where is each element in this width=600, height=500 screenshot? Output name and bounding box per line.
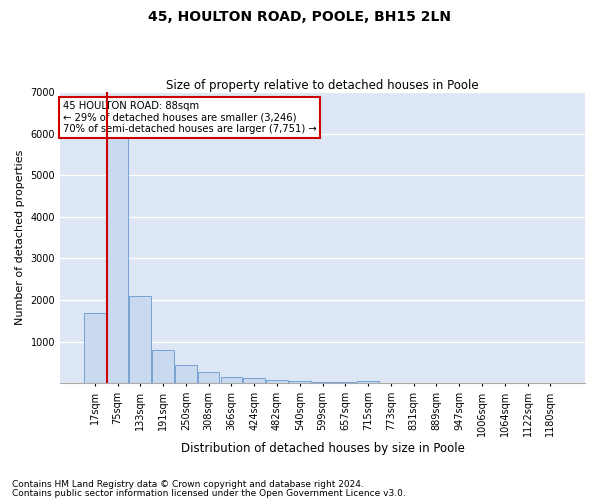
Text: Contains HM Land Registry data © Crown copyright and database right 2024.: Contains HM Land Registry data © Crown c…: [12, 480, 364, 489]
Title: Size of property relative to detached houses in Poole: Size of property relative to detached ho…: [166, 79, 479, 92]
Text: Contains public sector information licensed under the Open Government Licence v3: Contains public sector information licen…: [12, 489, 406, 498]
Text: 45, HOULTON ROAD, POOLE, BH15 2LN: 45, HOULTON ROAD, POOLE, BH15 2LN: [149, 10, 452, 24]
Bar: [198, 372, 220, 384]
Bar: [175, 366, 197, 384]
Bar: [244, 378, 265, 384]
Bar: [266, 380, 288, 384]
Bar: [357, 381, 379, 384]
Y-axis label: Number of detached properties: Number of detached properties: [15, 150, 25, 326]
Bar: [152, 350, 174, 384]
Bar: [107, 132, 128, 384]
Bar: [334, 382, 356, 384]
Bar: [289, 381, 311, 384]
X-axis label: Distribution of detached houses by size in Poole: Distribution of detached houses by size …: [181, 442, 464, 455]
Bar: [312, 382, 334, 384]
Bar: [130, 296, 151, 384]
Text: 45 HOULTON ROAD: 88sqm
← 29% of detached houses are smaller (3,246)
70% of semi-: 45 HOULTON ROAD: 88sqm ← 29% of detached…: [62, 100, 316, 134]
Bar: [84, 312, 106, 384]
Bar: [221, 376, 242, 384]
